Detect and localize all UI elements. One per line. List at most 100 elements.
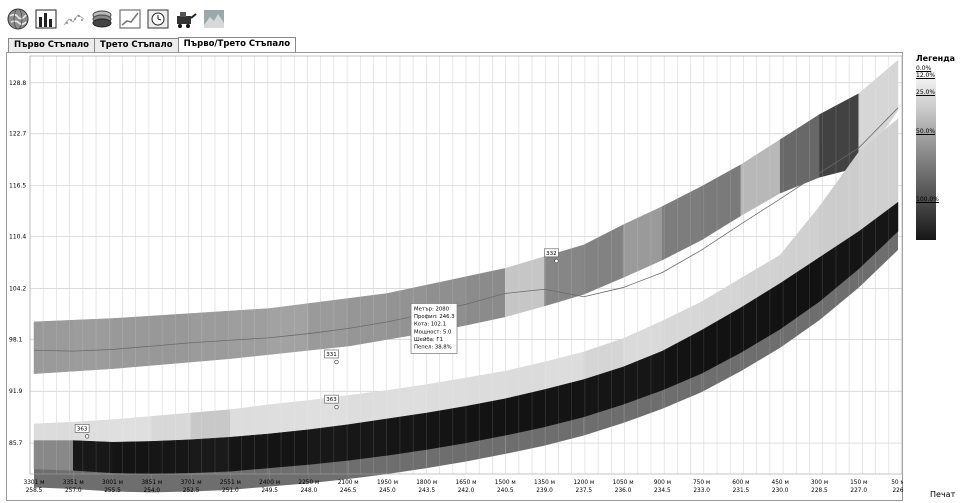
marker-label: 331 [326, 352, 337, 358]
marker-dot [85, 434, 90, 439]
marker: 363 [74, 424, 90, 439]
marker: 332 [544, 248, 559, 263]
layer-segment [151, 313, 192, 366]
tooltip-line: Профил: 246.3 [414, 314, 455, 320]
legend: Легенда 0.0% 12.0% 25.0% 50.0% 100.0% [910, 52, 962, 242]
x-tick-value: 240.5 [497, 488, 514, 494]
x-tick-value: 257.0 [65, 488, 82, 494]
tooltip-line: Шейба: Г1 [414, 336, 443, 343]
legend-label-100: 100.0% [916, 196, 939, 203]
x-tick-label: 1500 м [495, 480, 516, 486]
y-tick-label: 110.4 [9, 234, 26, 241]
layer-segment [33, 440, 74, 471]
x-tick-label: 2100 м [338, 480, 359, 486]
base-segment [73, 470, 113, 492]
base-segment [505, 427, 545, 454]
surface-icon[interactable] [202, 7, 226, 31]
tooltip-line: Метър: 2080 [414, 306, 450, 312]
mining-machine-icon[interactable] [174, 7, 198, 31]
x-tick-value: 226 [892, 488, 903, 494]
tooltip-line: Мощност: 5.0 [414, 329, 452, 335]
tab-first-step[interactable]: Първо Стъпало [8, 38, 95, 52]
base-segment [623, 390, 663, 424]
layer-segment [112, 416, 153, 443]
print-button[interactable]: Печат [930, 490, 956, 499]
layer-segment [269, 303, 310, 355]
layer-middle [33, 118, 899, 443]
layer-lower [33, 201, 899, 475]
line-chart-icon[interactable] [118, 7, 142, 31]
layer-segment [622, 206, 663, 278]
x-tick-label: 600 м [732, 480, 749, 486]
base-segment [308, 460, 349, 484]
base-segment [426, 443, 466, 469]
legend-gradient [916, 66, 936, 240]
layer-segment [151, 439, 192, 475]
marker-box [324, 394, 339, 404]
layer-segment [151, 412, 192, 442]
layer-segment [269, 400, 310, 435]
globe-icon[interactable] [6, 7, 30, 31]
tooltip-line: Кота: 102.1 [414, 322, 446, 328]
x-tick-label: 2400 м [259, 480, 280, 486]
x-tick-label: 3351 м [63, 480, 84, 486]
x-tick-value: 242.0 [458, 488, 475, 494]
layer-segment [308, 298, 349, 351]
clock-chart-icon[interactable] [146, 7, 170, 31]
layer-segment [33, 421, 74, 441]
seam-profile-chart[interactable]: 128.8 122.7 116.5 110.4 104.2 98.1 91.9 85.7 330… [6, 52, 903, 501]
layer-segment [190, 409, 231, 440]
layer-segment [701, 164, 742, 241]
x-tick-value: 234.5 [654, 488, 671, 494]
base-segment [544, 417, 584, 446]
layer-segment [112, 441, 153, 475]
x-tick-label: 3851 м [141, 480, 162, 486]
x-tick-value: 255.5 [104, 488, 121, 494]
grid-overlay [29, 56, 903, 474]
x-tick-value: 245.0 [379, 488, 396, 494]
legend-title: Легенда [916, 54, 956, 63]
layer-segment [269, 429, 310, 469]
marker-dot [554, 258, 559, 263]
tab-third-step[interactable]: Трето Стъпало [94, 38, 179, 52]
base-segment [230, 468, 270, 490]
base-segment [348, 455, 388, 480]
marker-label: 363 [326, 397, 337, 403]
x-tick-label: 2250 м [298, 480, 319, 486]
layer-segment [465, 268, 506, 326]
layer-segment [387, 412, 427, 456]
x-tick-label: 300 м [811, 480, 828, 486]
x-tick-value: 231.5 [733, 488, 750, 494]
marker: 363 [324, 394, 339, 410]
base-segment [780, 301, 820, 348]
base-segment [662, 373, 702, 409]
layer-segment [583, 224, 624, 295]
tab-first-third-step[interactable]: Първо/Трето Стъпало [177, 37, 297, 53]
layer-segment [662, 186, 702, 261]
legend-label-0: 0.0% [916, 65, 932, 72]
base-segment [583, 404, 624, 436]
marker-label: 332 [546, 251, 557, 257]
y-tick-label: 91.9 [9, 388, 23, 395]
toolbar [0, 0, 962, 38]
x-tick-value: 246.5 [340, 488, 357, 494]
base-band [34, 231, 898, 493]
marker-box [544, 248, 559, 258]
bar-chart-icon[interactable] [34, 7, 58, 31]
x-tick-label: 150 м [850, 480, 867, 486]
layers-icon[interactable] [90, 7, 114, 31]
x-tick-label: 750 м [693, 480, 710, 486]
x-tick-label: 3001 м [102, 480, 123, 486]
layer-segment [858, 59, 899, 168]
x-tick-value: 233.0 [693, 488, 710, 494]
layer-upper [33, 59, 899, 374]
layer-segment [347, 293, 388, 347]
layer-segment [112, 315, 153, 369]
layer-segment [230, 433, 270, 472]
x-tick-label: 1350 м [534, 480, 555, 486]
tooltip-box [410, 303, 458, 354]
legend-label-12: 12.0% [916, 72, 936, 79]
y-tick-label: 85.7 [9, 440, 23, 447]
marker-dot [334, 359, 339, 365]
scatter-plot-icon[interactable] [62, 7, 86, 31]
